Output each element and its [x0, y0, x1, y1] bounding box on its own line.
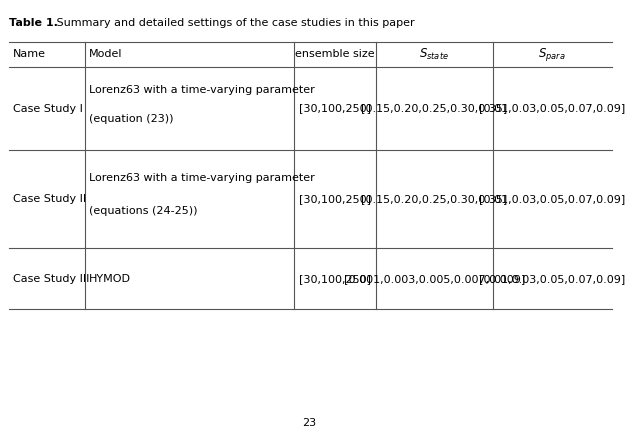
- Text: (equations (24-25)): (equations (24-25)): [89, 206, 198, 216]
- Text: Case Study I: Case Study I: [13, 103, 83, 114]
- Text: $S_{state}$: $S_{state}$: [419, 47, 449, 62]
- Text: [0.15,0.20,0.25,0.30,0.35]: [0.15,0.20,0.25,0.30,0.35]: [361, 194, 508, 204]
- Text: Name: Name: [13, 49, 45, 59]
- Text: [30,100,250]: [30,100,250]: [299, 194, 371, 204]
- Text: Lorenz63 with a time-varying parameter: Lorenz63 with a time-varying parameter: [89, 85, 315, 95]
- Text: Model: Model: [89, 49, 123, 59]
- Text: [0.15,0.20,0.25,0.30,0.35]: [0.15,0.20,0.25,0.30,0.35]: [361, 103, 508, 114]
- Text: (equation (23)): (equation (23)): [89, 114, 173, 124]
- Text: Summary and detailed settings of the case studies in this paper: Summary and detailed settings of the cas…: [53, 18, 415, 28]
- Text: [0.01,0.03,0.05,0.07,0.09]: [0.01,0.03,0.05,0.07,0.09]: [479, 103, 625, 114]
- Text: ensemble size: ensemble size: [295, 49, 374, 59]
- Text: Case Study III: Case Study III: [13, 274, 89, 284]
- Text: [0.01,0.03,0.05,0.07,0.09]: [0.01,0.03,0.05,0.07,0.09]: [479, 274, 625, 284]
- Text: 23: 23: [302, 418, 316, 428]
- Text: [0.01,0.03,0.05,0.07,0.09]: [0.01,0.03,0.05,0.07,0.09]: [479, 194, 625, 204]
- Text: $S_{para}$: $S_{para}$: [538, 46, 566, 63]
- Text: Table 1.: Table 1.: [9, 18, 58, 28]
- Text: [30,100,250]: [30,100,250]: [299, 103, 371, 114]
- Text: [0.001,0.003,0.005,0.007,0.009]: [0.001,0.003,0.005,0.007,0.009]: [344, 274, 525, 284]
- Text: Lorenz63 with a time-varying parameter: Lorenz63 with a time-varying parameter: [89, 173, 315, 183]
- Text: HYMOD: HYMOD: [89, 274, 131, 284]
- Text: [30,100,250]: [30,100,250]: [299, 274, 371, 284]
- Text: Case Study II: Case Study II: [13, 194, 86, 204]
